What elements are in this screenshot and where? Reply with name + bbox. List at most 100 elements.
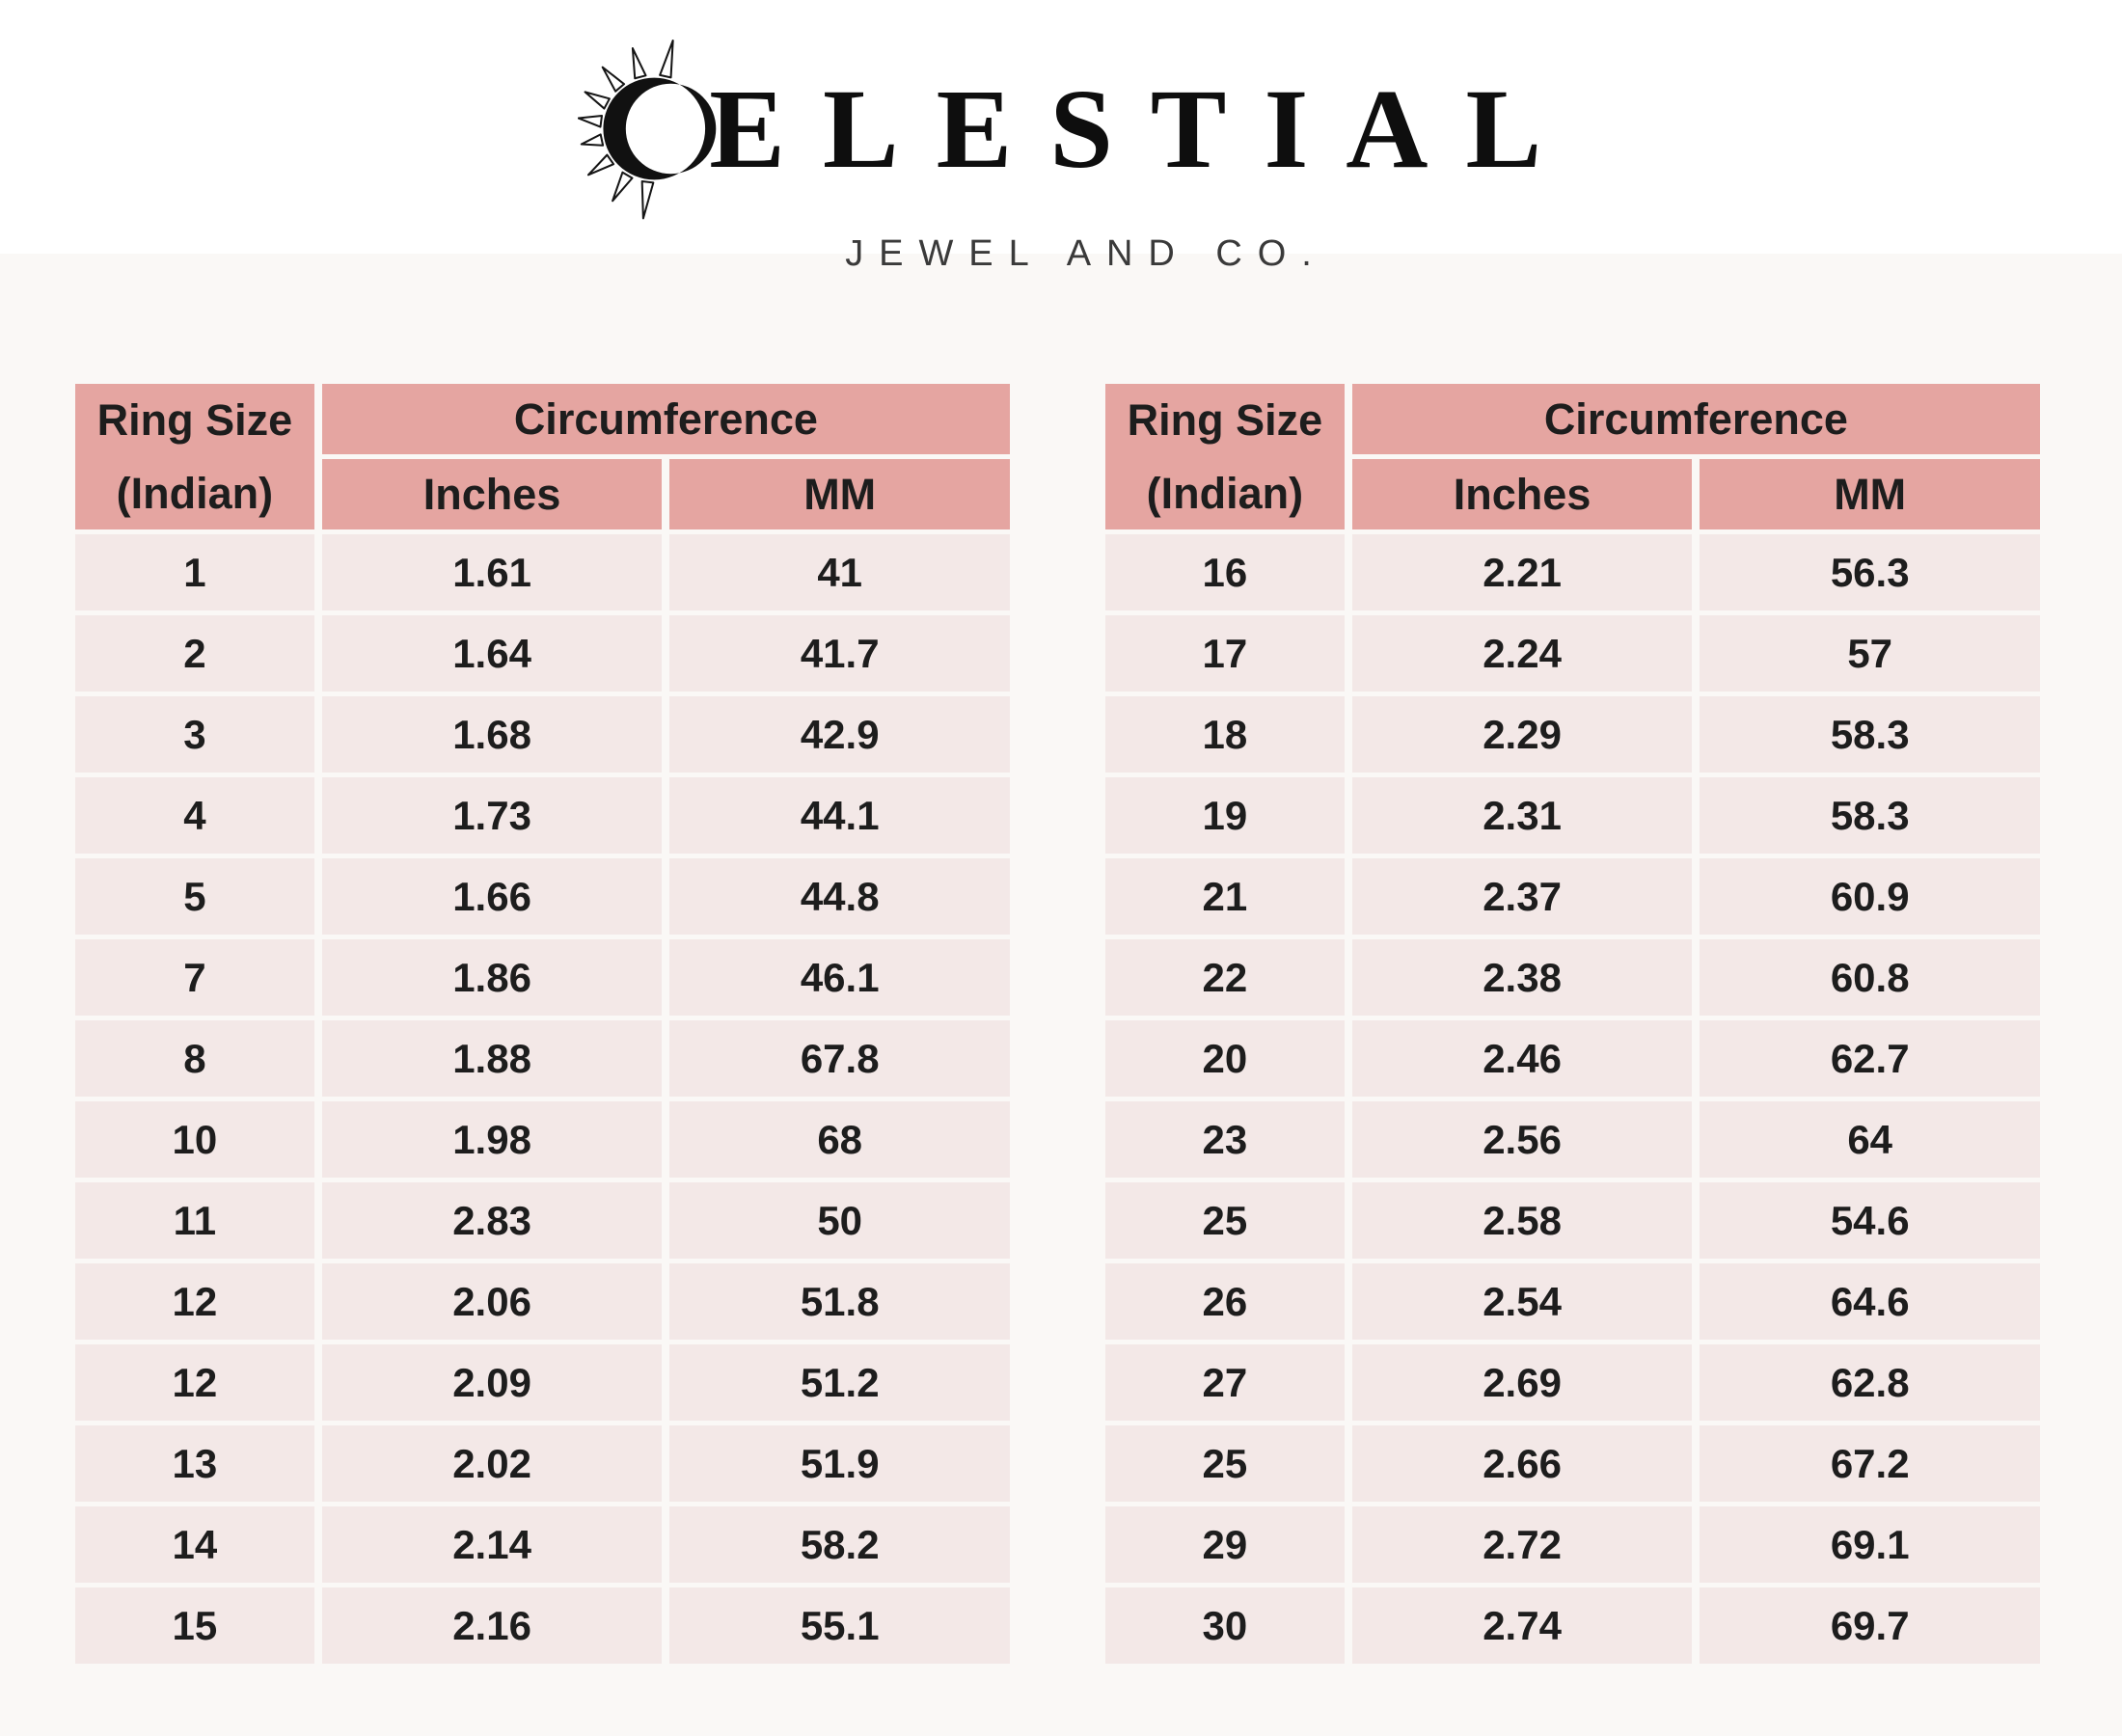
table-cell: 4 (75, 777, 314, 854)
table-cell: 44.8 (669, 858, 1010, 935)
table-cell: 25 (1105, 1425, 1345, 1502)
table-cell: 2.21 (1351, 534, 1693, 610)
table-cell: 2.56 (1351, 1101, 1693, 1178)
circumference-header: Circumference (321, 384, 1010, 454)
table-cell: 57 (1700, 615, 2040, 692)
table-row: 2 1.64 41.7 (75, 615, 1010, 692)
table-cell: 69.1 (1700, 1506, 2040, 1583)
table-cell: 1.73 (321, 777, 663, 854)
table-cell: 2.83 (321, 1182, 663, 1259)
circumference-header: Circumference (1351, 384, 2040, 454)
table-cell: 2.54 (1351, 1263, 1693, 1340)
table-cell: 23 (1105, 1101, 1345, 1178)
table-cell: 2.06 (321, 1263, 663, 1340)
table-cell: 41.7 (669, 615, 1010, 692)
table-cell: 51.8 (669, 1263, 1010, 1340)
table-cell: 62.7 (1700, 1020, 2040, 1097)
brand-tagline: JEWEL AND CO. (845, 233, 1327, 274)
table-cell: 7 (75, 939, 314, 1016)
table-cell: 18 (1105, 696, 1345, 773)
table-cell: 56.3 (1700, 534, 2040, 610)
table-cell: 55.1 (669, 1587, 1010, 1664)
table-cell: 44.1 (669, 777, 1010, 854)
table-cell: 60.8 (1700, 939, 2040, 1016)
table-row: 25 2.66 67.2 (1105, 1425, 2040, 1502)
table-cell: 20 (1105, 1020, 1345, 1097)
table-cell: 62.8 (1700, 1344, 2040, 1421)
table-cell: 64 (1700, 1101, 2040, 1178)
mm-header: MM (1700, 459, 2040, 529)
table-row: 17 2.24 57 (1105, 615, 2040, 692)
table-row: 11 2.83 50 (75, 1182, 1010, 1259)
inches-header: Inches (1351, 459, 1693, 529)
table-cell: 2.58 (1351, 1182, 1693, 1259)
table-cell: 15 (75, 1587, 314, 1664)
table-cell: 1.68 (321, 696, 663, 773)
table-cell: 46.1 (669, 939, 1010, 1016)
crescent-sun-icon (577, 40, 717, 220)
brand-wordmark-row: ELESTIAL (577, 39, 1579, 220)
table-cell: 13 (75, 1425, 314, 1502)
table-row: 18 2.29 58.3 (1105, 696, 2040, 773)
table-row: 29 2.72 69.1 (1105, 1506, 2040, 1583)
table-cell: 68 (669, 1101, 1010, 1178)
table-cell: 2.37 (1351, 858, 1693, 935)
table-cell: 1 (75, 534, 314, 610)
table-cell: 1.64 (321, 615, 663, 692)
table-row: 13 2.02 51.9 (75, 1425, 1010, 1502)
table-row: 15 2.16 55.1 (75, 1587, 1010, 1664)
table-row: 19 2.31 58.3 (1105, 777, 2040, 854)
table-row: 7 1.86 46.1 (75, 939, 1010, 1016)
ring-size-header-line1: Ring Size (96, 395, 293, 445)
table-cell: 69.7 (1700, 1587, 2040, 1664)
table-cell: 41 (669, 534, 1010, 610)
table-cell: 12 (75, 1263, 314, 1340)
table-row: 26 2.54 64.6 (1105, 1263, 2040, 1340)
table-row: 23 2.56 64 (1105, 1101, 2040, 1178)
table-cell: 2.38 (1351, 939, 1693, 1016)
ring-size-table-right-wrap: Ring Size (Indian) Circumference Inches … (1098, 379, 2048, 1668)
table-cell: 12 (75, 1344, 314, 1421)
table-cell: 1.66 (321, 858, 663, 935)
brand-logo: ELESTIAL JEWEL AND CO. (17, 39, 2122, 275)
table-cell: 26 (1105, 1263, 1345, 1340)
table-cell: 2.69 (1351, 1344, 1693, 1421)
table-row: 5 1.66 44.8 (75, 858, 1010, 935)
table-cell: 1.98 (321, 1101, 663, 1178)
table-cell: 10 (75, 1101, 314, 1178)
table-cell: 27 (1105, 1344, 1345, 1421)
table-cell: 64.6 (1700, 1263, 2040, 1340)
header-band (0, 0, 2122, 254)
table-row: 4 1.73 44.1 (75, 777, 1010, 854)
ring-size-header-line2: (Indian) (116, 468, 274, 518)
table-cell: 42.9 (669, 696, 1010, 773)
table-row: 14 2.14 58.2 (75, 1506, 1010, 1583)
table-cell: 16 (1105, 534, 1345, 610)
table-cell: 67.8 (669, 1020, 1010, 1097)
table-row: 16 2.21 56.3 (1105, 534, 2040, 610)
table-row: 25 2.58 54.6 (1105, 1182, 2040, 1259)
table-cell: 2.14 (321, 1506, 663, 1583)
table-cell: 2.31 (1351, 777, 1693, 854)
table-row: 3 1.68 42.9 (75, 696, 1010, 773)
table-cell: 54.6 (1700, 1182, 2040, 1259)
ring-size-header: Ring Size (Indian) (1105, 384, 1345, 529)
table-row: 21 2.37 60.9 (1105, 858, 2040, 935)
table-cell: 30 (1105, 1587, 1345, 1664)
table-cell: 58.2 (669, 1506, 1010, 1583)
table-row: 27 2.69 62.8 (1105, 1344, 2040, 1421)
table-cell: 2.46 (1351, 1020, 1693, 1097)
table-cell: 67.2 (1700, 1425, 2040, 1502)
table-cell: 5 (75, 858, 314, 935)
table-cell: 19 (1105, 777, 1345, 854)
ring-size-header: Ring Size (Indian) (75, 384, 314, 529)
table-row: 22 2.38 60.8 (1105, 939, 2040, 1016)
table-cell: 22 (1105, 939, 1345, 1016)
table-row: 10 1.98 68 (75, 1101, 1010, 1178)
table-cell: 2.09 (321, 1344, 663, 1421)
table-row: 12 2.09 51.2 (75, 1344, 1010, 1421)
table-cell: 51.2 (669, 1344, 1010, 1421)
table-cell: 2.16 (321, 1587, 663, 1664)
table-cell: 2.24 (1351, 615, 1693, 692)
